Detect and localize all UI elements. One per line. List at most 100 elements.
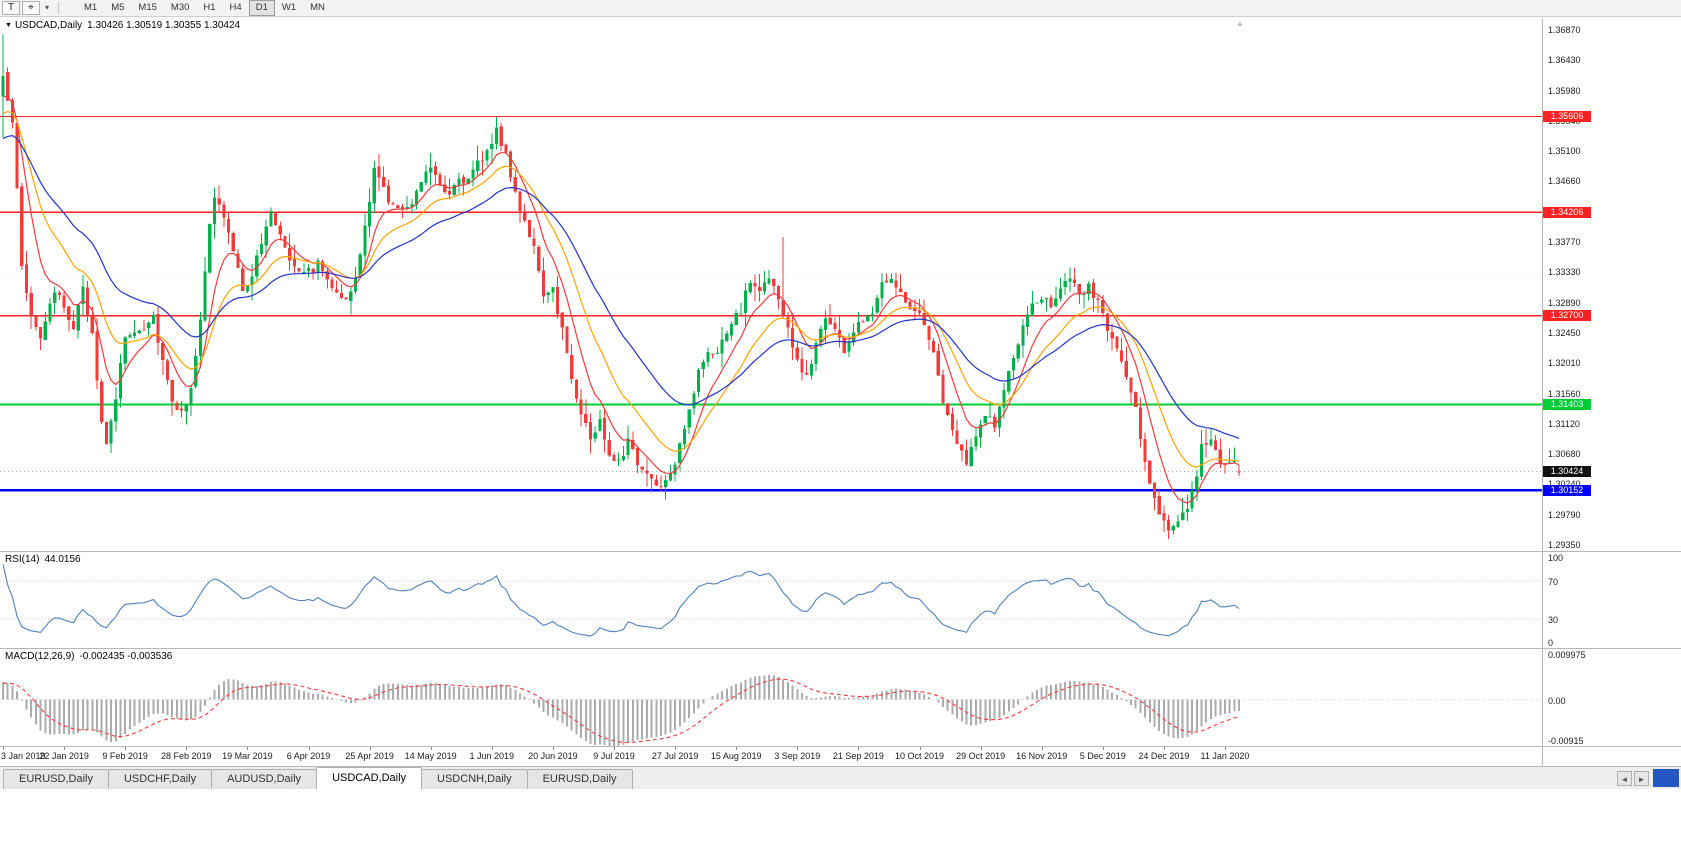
price-axis-tick: 1.33770 <box>1548 237 1581 248</box>
chart-tabs-bar: EURUSD,Daily USDCHF,Daily AUDUSD,Daily USDC… <box>0 766 1681 789</box>
rsi-canvas[interactable] <box>0 552 1542 648</box>
time-axis-label: 11 Jan 2020 <box>1200 751 1250 761</box>
timeframe-button-w1[interactable]: W1 <box>281 2 297 13</box>
chart-title: ▼ USDCAD,Daily 1.30426 1.30519 1.30355 1.3… <box>5 20 240 31</box>
price-axis-tick: 1.33330 <box>1548 267 1581 278</box>
time-axis-tick <box>797 747 799 750</box>
price-line-label: 1.31403 <box>1543 398 1591 410</box>
price-axis-tick: 1.36870 <box>1548 24 1581 35</box>
chart-tab-usdcnh-daily[interactable]: USDCNH,Daily <box>421 769 528 789</box>
price-axis-tick: 1.29790 <box>1548 509 1581 520</box>
time-axis-label: 16 Nov 2019 <box>1016 751 1068 761</box>
chart-tab-eurusd-daily[interactable]: EURUSD,Daily <box>3 769 109 789</box>
current-price-label: 1.30424 <box>1543 465 1591 477</box>
price-axis-tick: 1.36430 <box>1548 55 1581 66</box>
chart-tab-eurusd-daily[interactable]: EURUSD,Daily <box>526 769 633 789</box>
time-axis-tick <box>369 747 371 750</box>
time-axis-tick <box>1163 747 1165 750</box>
time-axis-label: 3 Sep 2019 <box>774 751 821 761</box>
rsi-value: 44.0156 <box>44 554 81 565</box>
time-axis-label: 9 Feb 2019 <box>102 751 148 761</box>
time-axis-tick <box>675 747 677 750</box>
price-line-label: 1.34206 <box>1543 206 1591 218</box>
macd-label: MACD(12,26,9) <box>5 651 75 662</box>
price-axis-column[interactable] <box>1542 18 1681 766</box>
price-chart-pane[interactable]: ▼ USDCAD,Daily 1.30426 1.30519 1.30355 1.3… <box>0 18 1542 551</box>
price-axis-tick: 1.29350 <box>1548 540 1581 551</box>
rsi-axis-tick: 0 <box>1548 638 1554 648</box>
time-axis-tick <box>1225 747 1226 750</box>
rsi-axis-tick: 30 <box>1548 615 1559 626</box>
timeframe-button-m1[interactable]: M1 <box>84 2 98 13</box>
timeframe-button-mn[interactable]: MN <box>310 2 325 13</box>
price-line-label: 1.32700 <box>1543 310 1591 322</box>
time-axis-label: 28 Feb 2019 <box>161 751 212 761</box>
price-chart-canvas[interactable] <box>0 18 1542 551</box>
timeframe-button-m30[interactable]: M30 <box>170 2 190 13</box>
time-axis-tick <box>308 747 310 750</box>
macd-axis-tick: 0.009975 <box>1548 650 1586 660</box>
time-axis-tick <box>919 747 921 750</box>
chart-tabs: EURUSD,Daily USDCHF,Daily AUDUSD,Daily USDC… <box>3 767 633 789</box>
timeframe-button-h1[interactable]: H1 <box>203 2 216 13</box>
pane-separator[interactable] <box>0 551 1681 552</box>
timeframe-button-d1[interactable]: D1 <box>248 0 275 16</box>
rsi-axis-tick: 70 <box>1548 576 1559 587</box>
time-axis-tick <box>980 747 982 750</box>
price-axis-tick: 1.32010 <box>1548 357 1581 368</box>
corner-logo <box>1653 769 1679 787</box>
price-axis-tick: 1.31560 <box>1548 388 1581 399</box>
time-axis-tick <box>247 747 249 750</box>
time-axis-tick <box>491 747 493 750</box>
timeframe-buttons: M1 M5 M15 M30 H1 H4 D1 W1 MN <box>77 0 332 16</box>
time-axis-tick <box>552 747 554 750</box>
cursor-tool-icon[interactable]: ⌖ <box>22 1 40 15</box>
tabs-scroll-left-button[interactable]: ◄ <box>1617 770 1632 786</box>
price-axis-tick: 1.35980 <box>1548 85 1581 96</box>
macd-values: -0.002435 -0.003536 <box>79 651 173 662</box>
symbol-collapse-icon[interactable]: ▼ <box>5 22 12 29</box>
time-axis-tick <box>186 747 188 750</box>
timeframe-button-m5[interactable]: M5 <box>111 2 125 13</box>
time-axis-label: 5 Dec 2019 <box>1079 751 1126 761</box>
time-axis-label: 14 May 2019 <box>404 751 457 761</box>
chart-tab-usdcad-daily[interactable]: USDCAD,Daily <box>316 767 423 789</box>
macd-axis-tick: -0.00915 <box>1548 736 1584 746</box>
macd-axis-tick: 0.00 <box>1548 695 1566 706</box>
time-axis-label: 27 Jul 2019 <box>651 751 699 761</box>
price-axis-tick: 1.30680 <box>1548 448 1581 459</box>
time-axis-label: 20 Jun 2019 <box>528 751 578 761</box>
chart-symbol-label: USDCAD,Daily <box>14 20 83 31</box>
time-axis-tick <box>614 747 615 750</box>
time-axis-label: 6 Apr 2019 <box>286 751 331 761</box>
text-tool-button[interactable]: T <box>2 1 20 15</box>
timeframe-button-m15[interactable]: M15 <box>138 2 157 13</box>
chart-shift-marker[interactable]: ▲ <box>1236 19 1244 28</box>
price-axis-tick: 1.35100 <box>1548 146 1581 157</box>
tabs-scroll-right-button[interactable]: ► <box>1634 770 1649 786</box>
time-axis-label: 22 Jan 2019 <box>39 751 89 761</box>
toolbar-separator <box>58 2 60 14</box>
chart-tab-usdchf-daily[interactable]: USDCHF,Daily <box>107 769 213 789</box>
time-axis-label: 10 Oct 2019 <box>894 751 945 761</box>
macd-canvas[interactable] <box>0 649 1542 746</box>
timeframe-button-h4[interactable]: H4 <box>229 2 242 13</box>
rsi-label: RSI(14) <box>5 554 40 565</box>
time-axis-tick <box>430 747 432 750</box>
price-line-label: 1.30152 <box>1543 484 1591 496</box>
time-axis-tick <box>64 747 66 750</box>
price-axis-tick: 1.30240 <box>1548 479 1581 489</box>
rsi-indicator-pane[interactable]: RSI(14) 44.0156 <box>0 552 1542 648</box>
macd-indicator-pane[interactable]: MACD(12,26,9) -0.002435 -0.003536 <box>0 649 1542 746</box>
pane-separator[interactable] <box>0 648 1681 649</box>
chart-tab-audusd-daily[interactable]: AUDUSD,Daily <box>211 769 318 789</box>
time-axis-label: 15 Aug 2019 <box>710 751 762 761</box>
rsi-axis-tick: 100 <box>1548 553 1564 563</box>
chevron-down-icon[interactable]: ▾ <box>45 3 50 12</box>
price-axis-tick: 1.32450 <box>1548 327 1581 338</box>
time-axis-label: 3 Jan 2019 <box>1 751 46 761</box>
toolbar: T ⌖ ▾ M1 M5 M15 M30 H1 H4 D1 W1 MN <box>0 0 1681 17</box>
time-axis-tick <box>736 747 738 750</box>
time-axis-tick <box>3 747 4 750</box>
